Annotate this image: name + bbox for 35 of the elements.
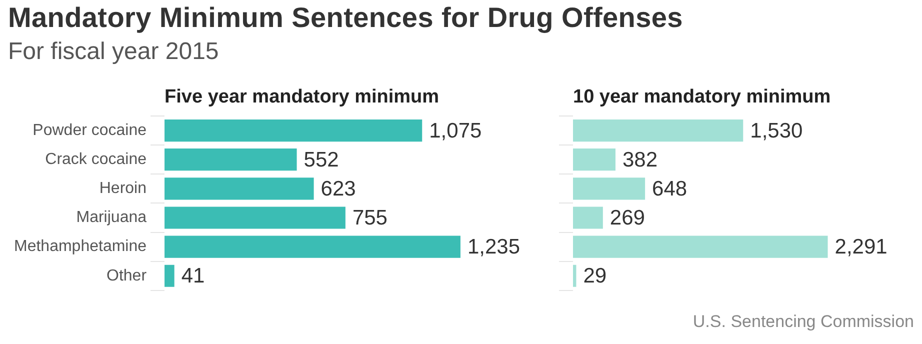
y-tick-label: Other [106, 267, 148, 284]
data-label: 623 [320, 177, 356, 200]
bar [164, 119, 422, 142]
data-label: 1,075 [429, 119, 482, 142]
bar [164, 236, 460, 258]
data-label: 1,235 [467, 236, 520, 259]
data-label: 269 [610, 206, 645, 230]
data-label: 2,291 [834, 236, 888, 259]
text: For fiscal year 2015 [8, 38, 220, 66]
bar [164, 264, 174, 287]
data-label: 382 [622, 148, 658, 172]
bar [573, 236, 828, 258]
data-label: 755 [352, 206, 388, 230]
data-label: 1,530 [750, 119, 803, 142]
y-tick-label: Marijuana [76, 209, 147, 226]
data-label: 552 [304, 148, 339, 172]
bar [573, 206, 603, 229]
bar [164, 178, 314, 200]
bar [164, 206, 346, 229]
y-tick-label: Crack cocaine [45, 151, 147, 168]
y-tick-label: Methamphetamine [14, 238, 147, 256]
bar [573, 264, 576, 287]
y-tick-label: Heroin [99, 180, 147, 198]
bar [164, 148, 297, 171]
bar [573, 119, 744, 142]
text: U.S. Sentencing Commission [692, 312, 914, 332]
data-label: 41 [181, 264, 205, 288]
bar [573, 178, 646, 200]
text: Mandatory Minimum Sentences for Drug Offenses [8, 2, 683, 34]
chart-title: Five year mandatory minimum [164, 86, 440, 108]
chart-title: 10 year mandatory minimum [573, 86, 831, 108]
y-tick-label: Powder cocaine [32, 122, 147, 139]
data-label: 648 [652, 177, 688, 200]
data-label: 29 [583, 264, 607, 288]
bar [573, 148, 616, 171]
